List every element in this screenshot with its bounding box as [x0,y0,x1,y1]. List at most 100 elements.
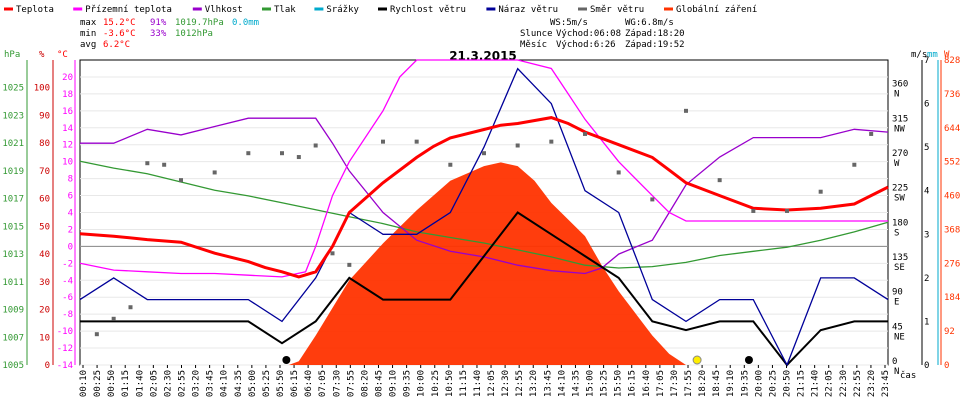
series-teplota [79,116,889,279]
x-tick-label: 19:35 [740,370,750,397]
wind-direction-tick-label: 225 [892,184,908,194]
x-tick-label: 20:00 [754,370,764,397]
x-tick-label: 14:35 [571,370,581,397]
x-tick-label: 02:05 [149,370,159,397]
x-tick-label: 21:15 [797,370,807,397]
humidity-tick-label: 90 [39,111,50,121]
x-tick-label: 22:30 [839,370,849,397]
x-tick-label: 19:10 [726,370,736,397]
humidity-tick-label: 100 [34,84,50,94]
wind-direction-point [280,151,284,156]
x-tick-label: 06:40 [304,370,314,397]
wind-direction-point [549,139,554,144]
radiation-tick-label: 368 [944,225,960,235]
x-tick-label: 22:55 [853,370,863,397]
wind-direction-point [684,108,688,113]
humidity-tick-label: 10 [39,333,50,343]
humidity-tick-label: 40 [39,250,50,260]
plot-area [79,59,889,367]
stats-min-temp: -3.6°C [103,29,136,39]
radiation-tick-label: 736 [944,90,960,100]
astro-info: WS:5m/s WG:6.8m/s Slunce Východ:06:08 Zá… [520,18,685,50]
wind-direction-tick-label: 270 [892,149,908,159]
x-tick-label: 18:45 [712,370,722,397]
temperature-tick-label: 20 [62,73,73,83]
pressure-tick-label: 1011 [2,278,24,288]
x-tick-label: 17:05 [656,370,666,397]
legend-label-1: Přízemní teplota [85,5,172,15]
wind-direction-point [616,170,621,175]
x-tick-label: 10:00 [417,370,427,397]
temperature-tick-label: 10 [62,158,73,168]
wind-direction-tick-dir: SE [894,263,905,273]
x-tick-label: 06:15 [290,370,300,397]
legend-label-3: Tlak [274,5,296,15]
radiation-tick-label: 0 [944,361,949,371]
pressure-tick-label: 1017 [2,195,24,205]
radiation-tick-label: 184 [944,293,960,303]
sun-set: Západ:18:20 [625,29,685,39]
x-tick-label: 13:20 [529,370,539,397]
sunrise-marker [282,356,291,364]
x-tick-label: 05:00 [248,370,258,397]
wind-direction-point [347,262,352,267]
pressure-tick-label: 1013 [2,250,24,260]
wind-direction-point [94,332,99,337]
x-tick-label: 09:35 [403,370,413,397]
wind-direction-tick-label: 135 [892,253,908,263]
x-tick-label: 10:50 [445,370,455,397]
x-tick-label: 15:25 [600,370,610,397]
wind-gust-info: WG:6.8m/s [625,18,674,28]
x-tick-label: 16:15 [628,370,638,397]
stats-avg-temp: 6.2°C [103,40,130,50]
wind-speed-tick-label: 2 [924,274,929,284]
wind-direction-point [515,143,520,148]
wind-speed-tick-label: 0 [924,361,929,371]
radiation-tick-label: 552 [944,158,960,168]
x-tick-label: 08:20 [360,370,370,397]
humidity-tick-label: 0 [45,361,50,371]
pressure-tick-label: 1009 [2,306,24,316]
temperature-tick-label: -14 [57,361,73,371]
x-tick-label: 11:40 [473,370,483,397]
moon-set: Západ:19:52 [625,40,685,50]
temperature-tick-label: -2 [62,259,73,269]
unit-pct: % [39,50,45,60]
sunset-marker [692,355,702,365]
wind-direction-tick-dir: S [894,228,899,238]
x-tick-label: 15:50 [614,370,624,397]
humidity-tick-label: 80 [39,139,50,149]
stats-avg-label: avg [80,40,96,50]
x-tick-label: 23:45 [881,370,891,397]
legend-label-4: Srážky [326,5,359,15]
radiation-tick-label: 460 [944,192,960,202]
pressure-tick-label: 1023 [2,111,24,121]
pressure-tick-label: 1019 [2,167,24,177]
wind-direction-tick-label: 180 [892,218,908,228]
wind-direction-tick-label: 90 [892,288,903,298]
wind-speed-info: WS:5m/s [550,18,588,28]
stats-min-press: 1012hPa [175,29,213,39]
wind-speed-tick-label: 7 [924,56,929,66]
temperature-tick-label: -10 [57,327,73,337]
wind-speed-tick-label: 5 [924,143,929,153]
humidity-tick-label: 20 [39,306,50,316]
x-tick-label: 03:20 [192,370,202,397]
x-tick-label: 22:05 [825,370,835,397]
wind-direction-point [650,197,655,202]
x-tick-label: 15:00 [586,370,596,397]
x-tick-label: 13:45 [543,370,553,397]
wind-direction-tick-dir: SW [894,194,905,204]
legend-label-2: Vlhkost [205,5,243,15]
moonset-marker [744,356,753,364]
x-tick-label: 00:50 [107,370,117,397]
x-tick-label: 23:20 [867,370,877,397]
x-tick-label: 02:55 [177,370,187,397]
humidity-tick-label: 30 [39,278,50,288]
stats-min-hum: 33% [150,29,167,39]
wind-direction-point [818,189,823,194]
wind-speed-tick-label: 6 [924,100,929,110]
x-tick-label: 08:45 [374,370,384,397]
unit-w: W [944,50,950,60]
